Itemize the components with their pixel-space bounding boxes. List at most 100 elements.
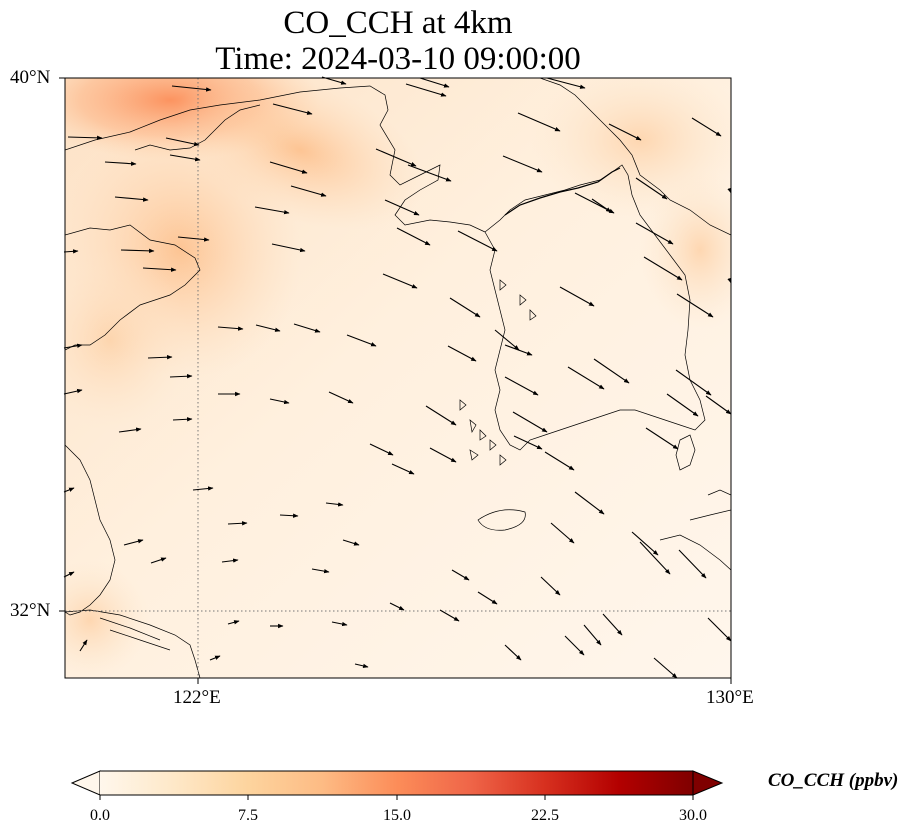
wind-vectors xyxy=(63,76,732,679)
wind-arrow xyxy=(269,161,308,174)
wind-arrow xyxy=(593,358,630,384)
wind-arrow xyxy=(550,522,575,544)
wind-arrow xyxy=(120,248,155,254)
wind-arrow xyxy=(635,222,674,245)
wind-arrow xyxy=(653,657,678,679)
wind-arrow xyxy=(169,154,201,162)
korea-dmz xyxy=(504,167,621,216)
wind-arrow xyxy=(602,613,623,636)
wind-arrow xyxy=(114,196,149,202)
wind-arrow xyxy=(63,487,75,493)
colorbar-tick-2: 15.0 xyxy=(383,807,411,824)
concentration-field xyxy=(65,78,731,678)
gridlines xyxy=(65,78,731,678)
wind-arrow xyxy=(707,617,732,642)
wind-arrow xyxy=(63,343,83,349)
colorbar-tick-0: 0.0 xyxy=(90,807,110,824)
wind-arrow xyxy=(271,243,306,253)
wind-arrow xyxy=(311,568,330,574)
wind-arrow xyxy=(255,324,281,332)
wind-arrow xyxy=(608,123,642,141)
wind-arrow xyxy=(512,411,548,433)
wind-arrow xyxy=(705,395,732,415)
wind-arrow xyxy=(79,639,88,652)
wind-arrow xyxy=(63,571,75,578)
wind-arrow xyxy=(513,435,543,450)
wind-arrow xyxy=(676,293,714,318)
colorbar-tick-4: 30.0 xyxy=(679,807,707,824)
wind-arrow xyxy=(502,155,543,173)
wind-arrow xyxy=(477,591,498,605)
wind-arrow xyxy=(389,602,405,611)
chart-subtitle: Time: 2024-03-10 09:00:00 xyxy=(215,41,581,77)
wind-arrow xyxy=(504,644,522,661)
wind-arrow xyxy=(429,447,457,463)
islands xyxy=(459,279,537,466)
wind-arrow xyxy=(104,161,137,166)
wind-arrow xyxy=(564,635,585,656)
wind-arrow xyxy=(391,463,415,475)
wind-arrow xyxy=(177,236,210,242)
colorbar-extend-max xyxy=(692,770,724,796)
wind-arrow xyxy=(354,663,369,669)
wind-arrow xyxy=(678,549,707,579)
wind-arrow xyxy=(675,369,712,396)
colorbar-label: CO_CCH (ppbv) xyxy=(768,770,899,791)
wind-arrow xyxy=(691,117,722,137)
wind-arrow xyxy=(328,391,354,404)
wind-arrow xyxy=(269,398,290,405)
wind-arrow xyxy=(147,355,173,360)
yangtze-estuary xyxy=(65,609,201,678)
wind-arrow xyxy=(407,164,452,182)
wind-arrow xyxy=(451,569,470,581)
wind-arrow xyxy=(645,427,679,450)
chart-title: CO_CCH at 4km xyxy=(283,5,513,41)
wind-arrow xyxy=(369,443,394,456)
colorbar-ramp xyxy=(100,771,693,795)
wind-arrow xyxy=(384,199,420,216)
wind-arrow xyxy=(169,374,193,379)
wind-arrow xyxy=(396,227,431,246)
wind-arrow xyxy=(63,388,83,395)
japan-coast xyxy=(659,489,731,571)
wind-arrow xyxy=(635,177,668,200)
wind-arrow xyxy=(331,621,348,627)
korea-border xyxy=(539,78,731,236)
wind-arrow xyxy=(67,135,103,141)
wind-arrow xyxy=(419,77,450,88)
wind-arrow xyxy=(449,297,481,318)
wind-arrow xyxy=(540,576,561,596)
axis-ticks xyxy=(59,77,732,684)
wind-arrow xyxy=(574,491,605,515)
lon-label-130E: 130°E xyxy=(706,687,754,708)
wind-arrow xyxy=(279,513,299,518)
lat-label-32N: 32°N xyxy=(10,600,51,621)
jeju-island xyxy=(477,509,526,531)
wind-arrow xyxy=(192,486,214,491)
china-east-coast xyxy=(65,444,116,616)
wind-arrow xyxy=(382,273,418,289)
wind-arrow xyxy=(546,77,586,89)
wind-arrow xyxy=(325,502,344,507)
lat-label-40N: 40°N xyxy=(10,67,51,88)
wind-arrow xyxy=(517,112,561,132)
wind-arrow xyxy=(227,521,248,526)
coastlines xyxy=(65,78,731,678)
shandong-coast xyxy=(65,224,201,351)
wind-arrow xyxy=(583,624,602,646)
wind-arrow xyxy=(63,249,79,254)
wind-arrow xyxy=(346,334,377,347)
colorbar-tick-3: 22.5 xyxy=(531,807,559,824)
wind-arrow xyxy=(227,620,240,625)
wind-arrow xyxy=(567,366,605,390)
wind-arrow xyxy=(172,417,193,422)
wind-arrow xyxy=(118,427,142,433)
wind-arrow xyxy=(290,185,327,197)
colorbar-tick-1: 7.5 xyxy=(238,807,258,824)
wind-arrow xyxy=(209,655,221,661)
wind-arrow xyxy=(504,344,533,356)
map-frame xyxy=(64,77,732,679)
wind-arrow xyxy=(375,148,417,167)
